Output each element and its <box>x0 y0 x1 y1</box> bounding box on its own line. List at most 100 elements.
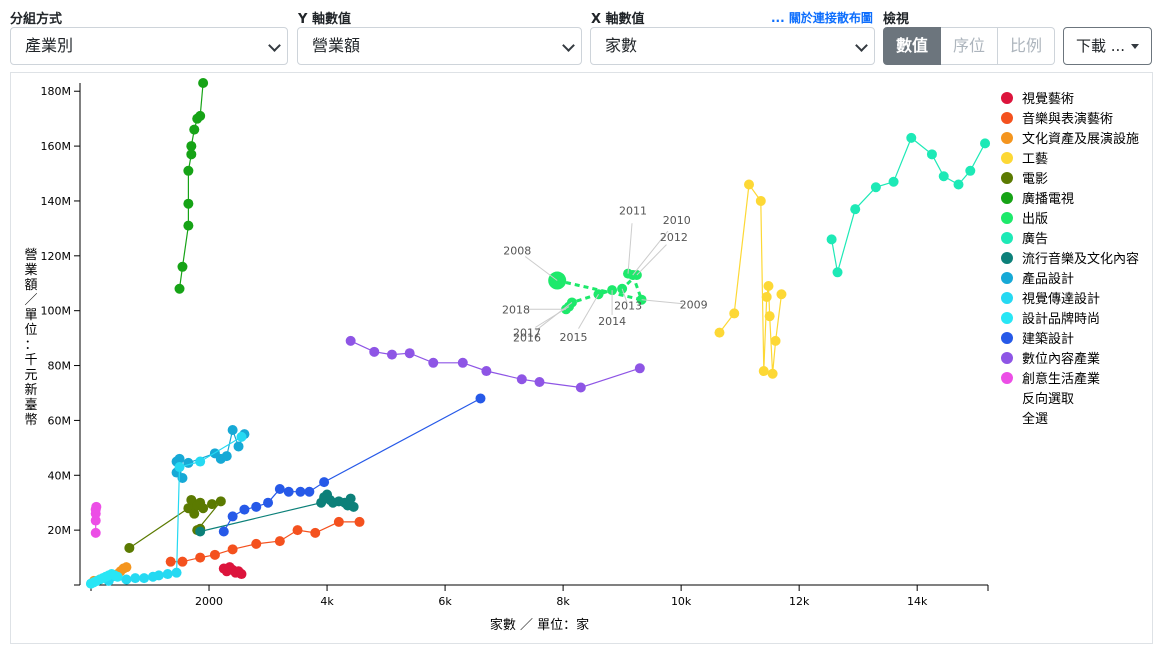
legend-item[interactable]: 電影 <box>1022 172 1048 187</box>
data-point[interactable] <box>369 346 380 357</box>
data-point[interactable] <box>534 377 545 388</box>
data-point[interactable] <box>239 504 250 515</box>
data-point[interactable] <box>516 374 527 385</box>
data-point[interactable] <box>404 348 415 359</box>
data-point[interactable] <box>755 195 766 206</box>
legend-marker[interactable] <box>1001 152 1013 164</box>
data-point[interactable] <box>776 289 787 300</box>
data-point[interactable] <box>171 567 182 578</box>
scatter-info-link[interactable]: ... 關於連接散布圖 <box>771 11 873 25</box>
legend-marker[interactable] <box>1001 212 1013 224</box>
data-point[interactable] <box>139 573 150 584</box>
legend-item[interactable]: 視覺傳達設計 <box>1022 291 1100 307</box>
data-point[interactable] <box>186 141 197 152</box>
data-point[interactable] <box>218 526 229 537</box>
data-point[interactable] <box>770 335 781 346</box>
data-point[interactable] <box>177 556 188 567</box>
download-dropdown[interactable]: 下載 ... <box>1063 27 1152 65</box>
data-point[interactable] <box>215 496 226 507</box>
view-value-button[interactable]: 數值 <box>883 27 942 65</box>
data-point[interactable] <box>189 508 200 519</box>
data-point[interactable] <box>295 486 306 497</box>
data-point[interactable] <box>124 542 135 553</box>
data-point[interactable] <box>980 138 991 149</box>
data-point[interactable] <box>634 363 645 374</box>
data-point[interactable] <box>870 182 881 193</box>
data-point[interactable] <box>177 473 188 484</box>
group-by-select[interactable]: 產業別 <box>10 27 288 65</box>
data-point[interactable] <box>183 457 194 468</box>
data-point[interactable] <box>428 357 439 368</box>
data-point[interactable] <box>90 515 101 526</box>
data-point[interactable] <box>209 549 220 560</box>
legend-item[interactable]: 創意生活產業 <box>1022 371 1100 387</box>
legend-item[interactable]: 設計品牌時尚 <box>1022 311 1100 327</box>
legend-marker[interactable] <box>1001 192 1013 204</box>
data-point[interactable] <box>310 527 321 538</box>
legend-marker[interactable] <box>1001 112 1013 124</box>
legend-marker[interactable] <box>1001 232 1013 244</box>
data-point[interactable] <box>481 366 492 377</box>
data-point[interactable] <box>121 574 132 585</box>
data-point[interactable] <box>319 477 330 488</box>
data-point[interactable] <box>767 368 778 379</box>
data-point[interactable] <box>926 149 937 160</box>
legend-item[interactable]: 產品設計 <box>1022 271 1074 287</box>
data-point[interactable] <box>112 571 123 582</box>
data-point[interactable] <box>729 308 740 319</box>
view-rank-button[interactable]: 序位 <box>941 27 999 65</box>
legend-item[interactable]: 音樂與表演藝術 <box>1022 111 1113 127</box>
legend-select-all[interactable]: 全選 <box>1022 411 1048 427</box>
data-point[interactable] <box>183 165 194 176</box>
data-point[interactable] <box>195 110 206 121</box>
data-point[interactable] <box>386 349 397 360</box>
data-point[interactable] <box>162 569 173 580</box>
legend-item[interactable]: 建築設計 <box>1022 331 1074 347</box>
data-point[interactable] <box>345 335 356 346</box>
data-point[interactable] <box>965 165 976 176</box>
data-point[interactable] <box>198 503 209 514</box>
data-point[interactable] <box>763 280 774 291</box>
data-point[interactable] <box>764 311 775 322</box>
data-point[interactable] <box>91 501 102 512</box>
legend-item[interactable]: 廣告 <box>1022 232 1048 247</box>
legend-item[interactable]: 數位內容產業 <box>1022 351 1100 367</box>
data-point[interactable] <box>227 425 238 436</box>
data-point[interactable] <box>938 171 949 182</box>
data-point[interactable] <box>174 453 185 464</box>
data-point[interactable] <box>457 357 468 368</box>
legend-item[interactable]: 出版 <box>1022 212 1048 227</box>
y-axis-select[interactable]: 營業額 <box>297 27 582 65</box>
legend-marker[interactable] <box>1001 172 1013 184</box>
data-point[interactable] <box>263 497 274 508</box>
data-point[interactable] <box>274 536 285 547</box>
data-point[interactable] <box>251 538 262 549</box>
data-point[interactable] <box>304 486 315 497</box>
legend-marker[interactable] <box>1001 252 1013 264</box>
data-point[interactable] <box>233 441 244 452</box>
data-point[interactable] <box>850 204 861 215</box>
data-point[interactable] <box>354 516 365 527</box>
legend-marker[interactable] <box>1001 352 1013 364</box>
data-point[interactable] <box>186 149 197 160</box>
data-point[interactable] <box>283 486 294 497</box>
data-point[interactable] <box>177 261 188 272</box>
data-point[interactable] <box>826 234 837 245</box>
data-point[interactable] <box>274 483 285 494</box>
data-point[interactable] <box>743 179 754 190</box>
data-point[interactable] <box>227 511 238 522</box>
data-point[interactable] <box>758 366 769 377</box>
data-point[interactable] <box>292 525 303 536</box>
data-point[interactable] <box>714 327 725 338</box>
legend-marker[interactable] <box>1001 272 1013 284</box>
data-point[interactable] <box>236 569 247 580</box>
legend-item[interactable]: 工藝 <box>1022 152 1048 167</box>
legend-marker[interactable] <box>1001 312 1013 324</box>
data-point[interactable] <box>906 132 917 143</box>
data-point[interactable] <box>475 393 486 404</box>
data-point[interactable] <box>121 562 132 573</box>
data-point[interactable] <box>832 267 843 278</box>
data-point[interactable] <box>333 516 344 527</box>
data-point[interactable] <box>761 291 772 302</box>
data-point[interactable] <box>953 179 964 190</box>
